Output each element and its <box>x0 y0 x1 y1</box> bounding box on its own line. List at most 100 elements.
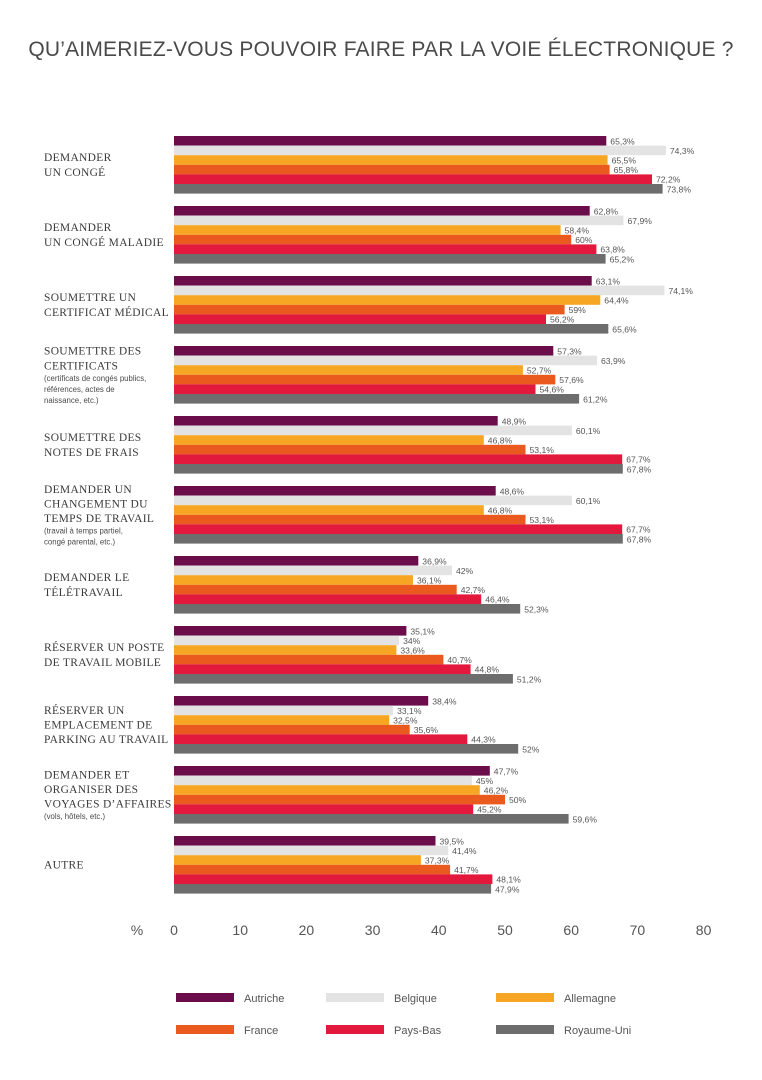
bar-royaume-uni <box>174 324 609 334</box>
bar-pays-bas <box>174 454 623 464</box>
legend-label: Autriche <box>244 993 284 1005</box>
category-label: RÉSERVER UN POSTE <box>44 640 164 654</box>
x-axis: % 0 10 20 30 40 50 60 70 80 <box>131 922 712 938</box>
category-label: UN CONGÉ <box>44 165 106 179</box>
category-label: DEMANDER UN <box>44 484 132 496</box>
category-label: CERTIFICATS <box>44 360 118 372</box>
category-note: naissance, etc.) <box>44 396 99 405</box>
bar-autriche <box>174 136 607 146</box>
category-label: DEMANDER ET <box>44 769 129 781</box>
value-label: 45,2% <box>477 805 502 815</box>
bar-autriche <box>174 696 429 706</box>
value-label: 47,9% <box>495 884 520 894</box>
category-label: SOUMETTRE DES <box>44 346 142 358</box>
bar-allemagne <box>174 505 484 515</box>
bar-belgique <box>174 215 624 226</box>
value-label: 33,1% <box>397 706 422 716</box>
legend-swatch <box>326 993 384 1002</box>
bar-allemagne <box>174 225 561 235</box>
value-label: 51,2% <box>517 674 542 684</box>
bar-pays-bas <box>174 734 468 744</box>
bar-royaume-uni <box>174 184 663 194</box>
bar-royaume-uni <box>174 464 623 474</box>
bar-autriche <box>174 206 590 216</box>
value-label: 64,4% <box>604 296 629 306</box>
bar-pays-bas <box>174 314 546 324</box>
bar-france <box>174 654 444 665</box>
bar-france <box>174 374 556 385</box>
bar-royaume-uni <box>174 674 513 684</box>
legend-label: Belgique <box>394 993 437 1005</box>
bar-allemagne <box>174 295 601 305</box>
bar-france <box>174 864 451 875</box>
bar-autriche <box>174 416 498 426</box>
legend-swatch <box>326 1025 384 1034</box>
category-label: SOUMETTRE UN <box>44 292 136 304</box>
bar-royaume-uni <box>174 604 521 614</box>
value-label: 74,3% <box>670 146 695 156</box>
category-label: DEMANDER <box>44 152 112 164</box>
bar-belgique <box>174 425 572 436</box>
x-tick-label: 50 <box>497 922 513 938</box>
x-tick-label: 70 <box>630 922 646 938</box>
value-label: 65,2% <box>610 254 635 264</box>
bar-france <box>174 304 565 315</box>
category-label: TEMPS DE TRAVAIL <box>44 513 154 525</box>
legend-label: France <box>244 1025 278 1037</box>
value-label: 57,6% <box>559 375 584 385</box>
value-label: 34% <box>403 636 421 646</box>
value-label: 45% <box>476 776 494 786</box>
category-label: VOYAGES D’AFFAIRES <box>44 799 172 811</box>
value-label: 60,1% <box>576 426 601 436</box>
bar-pays-bas <box>174 524 623 534</box>
value-label: 46,4% <box>485 595 510 605</box>
legend-label: Allemagne <box>564 993 616 1005</box>
bar-autriche <box>174 836 436 846</box>
value-label: 67,8% <box>627 534 652 544</box>
value-label: 36,9% <box>422 556 447 566</box>
bar-belgique <box>174 845 449 856</box>
legend-label: Pays-Bas <box>394 1025 442 1037</box>
category-note: congé parental, etc.) <box>44 538 115 547</box>
category-label: DE TRAVAIL MOBILE <box>44 657 161 669</box>
x-tick-label: 60 <box>563 922 579 938</box>
bar-allemagne <box>174 855 421 865</box>
bar-royaume-uni <box>174 744 519 754</box>
value-label: 35,6% <box>414 725 439 735</box>
category-label: CHANGEMENT DU <box>44 499 148 511</box>
value-label: 52,7% <box>527 366 552 376</box>
bar-pays-bas <box>174 244 597 254</box>
bar-pays-bas <box>174 384 536 394</box>
value-label: 32,5% <box>393 716 418 726</box>
value-label: 46,2% <box>484 786 509 796</box>
value-label: 67,8% <box>627 464 652 474</box>
value-label: 72,2% <box>656 175 681 185</box>
category-label: ORGANISER DES <box>44 784 138 796</box>
category-label: DEMANDER <box>44 222 112 234</box>
value-label: 65,5% <box>612 156 637 166</box>
category-label: SOUMETTRE DES <box>44 432 142 444</box>
category-label: RÉSERVER UN <box>44 703 125 717</box>
bar-france <box>174 234 572 245</box>
bar-belgique <box>174 565 452 576</box>
bar-pays-bas <box>174 664 471 674</box>
value-label: 47,7% <box>494 766 519 776</box>
bar-allemagne <box>174 715 390 725</box>
category-label: UN CONGÉ MALADIE <box>44 235 164 249</box>
legend-swatch <box>176 1025 234 1034</box>
bar-france <box>174 514 526 525</box>
value-label: 42,7% <box>461 585 486 595</box>
x-tick-label: 10 <box>232 922 248 938</box>
value-labels: 65,3% 74,3% 65,5%65,8% 72,2%73,8% 62,8% 67,9%… <box>393 136 695 894</box>
bar-france <box>174 794 505 805</box>
category-label: CERTIFICAT MÉDICAL <box>44 305 169 319</box>
bar-autriche <box>174 556 419 566</box>
bar-allemagne <box>174 435 484 445</box>
value-label: 35,1% <box>410 626 435 636</box>
category-label: TÉLÉTRAVAIL <box>44 585 123 599</box>
bar-autriche <box>174 486 496 496</box>
category-label: NOTES DE FRAIS <box>44 447 139 459</box>
bar-pays-bas <box>174 874 493 884</box>
value-label: 60% <box>575 235 593 245</box>
